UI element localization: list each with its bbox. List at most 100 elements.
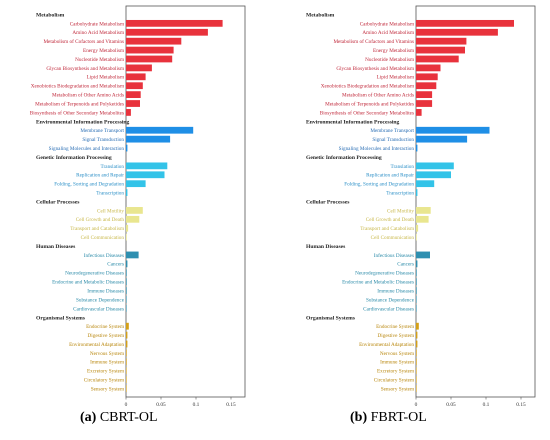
chart-b-bar-infectious-diseases <box>416 251 430 259</box>
chart-b-label-nervous-system: Nervous System <box>380 351 414 357</box>
chart-a-label-sensory-system: Sensory System <box>91 386 124 392</box>
chart-b-bar-metabolism-of-cofactors-and-vitamins <box>416 37 467 45</box>
chart-a-bar-cell-growth-and-death <box>126 215 140 223</box>
chart-b-bar-neurodegenerative-diseases <box>416 269 417 277</box>
chart-b-bar-cell-communication <box>416 233 417 241</box>
chart-a-bar-xenobiotics-biodegradation-and-metabolism <box>126 82 143 90</box>
chart-a-label-environmental-adaptation: Environmental Adaptation <box>69 342 124 348</box>
chart-b-bar-membrane-transport <box>416 126 490 134</box>
chart-b-label-metabolism-of-terpenoids-and-polyketides: Metabolism of Terpenoids and Polyketides <box>325 100 414 107</box>
chart-b-bar-cell-motility <box>416 207 431 214</box>
chart-b-label-digestive-system: Digestive System <box>378 333 414 339</box>
chart-a-label-immune-system: Immune System <box>90 360 124 366</box>
chart-b-bar-carbohydrate-metabolism <box>416 19 514 27</box>
chart-a-bar-excretory-system <box>126 367 127 375</box>
chart-b-label-transport-and-catabolism: Transport and Catabolism <box>360 226 414 232</box>
chart-a-bar-circulatory-system <box>126 376 127 384</box>
caption-b-text: FBRT-OL <box>367 410 427 425</box>
chart-b-label-biosynthesis-of-other-secondary-metabolites: Biosynthesis of Other Secondary Metaboli… <box>320 109 414 116</box>
chart-a-bar-environmental-adaptation <box>126 340 128 348</box>
chart-b-bar-environmental-adaptation <box>416 340 418 348</box>
caption-a: (a) CBRT-OL <box>80 410 158 426</box>
chart-a-xtick-label: 0.15 <box>226 402 236 408</box>
chart-b-label-xenobiotics-biodegradation-and-metabolism: Xenobiotics Biodegradation and Metabolis… <box>321 84 414 90</box>
chart-a-xtick-label: 0.1 <box>193 402 200 408</box>
chart-a-bar-cardiovascular-diseases <box>126 304 127 312</box>
chart-a-label-circulatory-system: Circulatory System <box>84 378 124 384</box>
chart-a-bar-cell-motility <box>126 207 143 214</box>
chart-b-label-immune-diseases: Immune Diseases <box>377 288 414 294</box>
chart-a-bar-amino-acid-metabolism <box>126 28 208 36</box>
chart-a-bar-carbohydrate-metabolism <box>126 19 223 27</box>
chart-a-bar-signaling-molecules-and-interaction <box>126 144 128 152</box>
chart-b-bar-metabolism-of-other-amino-acids <box>416 91 433 99</box>
chart-a-label-replication-and-repair: Replication and Repair <box>76 173 124 179</box>
chart-a-label-metabolism-of-cofactors-and-vitamins: Metabolism of Cofactors and Vitamins <box>43 38 124 45</box>
chart-b-bar-nervous-system <box>416 349 417 357</box>
chart-a-bar-infectious-diseases <box>126 251 139 259</box>
chart-a-bar-digestive-system <box>126 331 128 339</box>
chart-b-label-membrane-transport: Membrane Transport <box>370 128 414 134</box>
chart-a-xtick-label: 0.05 <box>156 402 166 408</box>
chart-a-bar-nucleotide-metabolism <box>126 55 173 63</box>
chart-b-bar-endocrine-and-metabolic-diseases <box>416 278 417 286</box>
chart-b-bar-immune-diseases <box>416 287 417 294</box>
chart-b-bar-digestive-system <box>416 331 418 339</box>
chart-b-label-energy-metabolism: Energy Metabolism <box>373 48 414 54</box>
chart-b-xtick-label: 0.05 <box>446 402 456 408</box>
chart-a-label-amino-acid-metabolism: Amino Acid Metabolism <box>72 30 124 36</box>
chart-a-group-genetic-information-processing: Genetic Information Processing <box>36 155 112 161</box>
chart-b-bar-endocrine-system <box>416 322 419 330</box>
chart-b: Metabolism Carbohydrate Metabolism Amino A… <box>306 5 536 408</box>
chart-b-label-signaling-molecules-and-interaction: Signaling Molecules and Interaction <box>339 146 415 152</box>
chart-b-label-translation: Translation <box>391 164 415 170</box>
chart-a-bar-transport-and-catabolism <box>126 224 129 232</box>
chart-a-bar-membrane-transport <box>126 126 194 134</box>
chart-b-label-carbohydrate-metabolism: Carbohydrate Metabolism <box>360 21 414 27</box>
chart-b-label-transcription: Transcription <box>386 190 414 196</box>
chart-a-bar-cell-communication <box>126 233 127 241</box>
chart-b-xtick-label: 0.1 <box>483 402 490 408</box>
chart-a-label-membrane-transport: Membrane Transport <box>80 128 124 134</box>
chart-a-bar-substance-dependence <box>126 296 127 303</box>
chart-b-bar-signal-transduction <box>416 135 468 143</box>
chart-a-bar-nervous-system <box>126 349 127 357</box>
chart-b-label-replication-and-repair: Replication and Repair <box>366 173 414 179</box>
chart-a-label-substance-dependence: Substance Dependence <box>76 297 125 303</box>
chart-a-bar-cancers <box>126 260 128 268</box>
chart-b-bar-amino-acid-metabolism <box>416 28 498 36</box>
chart-a-label-biosynthesis-of-other-secondary-metabolites: Biosynthesis of Other Secondary Metaboli… <box>30 109 124 116</box>
chart-a-label-nervous-system: Nervous System <box>90 351 124 357</box>
chart-a-bar-replication-and-repair <box>126 171 165 179</box>
chart-b-label-cardiovascular-diseases: Cardiovascular Diseases <box>363 306 414 312</box>
chart-b-bar-transport-and-catabolism <box>416 224 419 232</box>
chart-a-label-cancers: Cancers <box>107 262 124 268</box>
chart-b-group-cellular-processes: Cellular Processes <box>306 199 350 205</box>
chart-a-label-folding-sorting-and-degradation: Folding, Sorting and Degradation <box>54 182 124 188</box>
chart-a-group-cellular-processes: Cellular Processes <box>36 199 80 205</box>
chart-b-label-lipid-metabolism: Lipid Metabolism <box>377 75 414 81</box>
chart-a-bar-energy-metabolism <box>126 46 174 54</box>
chart-a-bar-endocrine-system <box>126 322 129 330</box>
chart-a-label-cell-growth-and-death: Cell Growth and Death <box>76 217 125 223</box>
chart-b-bar-nucleotide-metabolism <box>416 55 459 63</box>
chart-b-frame <box>415 5 536 398</box>
chart-b-group-human-diseases: Human Diseases <box>306 244 346 250</box>
chart-b-group-organismal-systems: Organismal Systems <box>306 315 356 321</box>
chart-b-label-infectious-diseases: Infectious Diseases <box>374 252 414 259</box>
chart-b-label-immune-system: Immune System <box>380 360 414 366</box>
caption-a-text: CBRT-OL <box>96 410 158 425</box>
chart-b-group-metabolism: Metabolism <box>306 12 335 18</box>
chart-a-label-carbohydrate-metabolism: Carbohydrate Metabolism <box>70 21 124 27</box>
chart-b-label-cell-communication: Cell Communication <box>371 235 415 241</box>
chart-a-label-translation: Translation <box>101 164 125 170</box>
chart-a-group-human-diseases: Human Diseases <box>36 244 76 250</box>
chart-b-label-endocrine-and-metabolic-diseases: Endocrine and Metabolic Diseases <box>342 280 414 286</box>
chart-a-bar-sensory-system <box>126 385 127 392</box>
chart-a-label-signal-transduction: Signal Transduction <box>82 137 124 143</box>
chart-a-bar-metabolism-of-other-amino-acids <box>126 91 141 99</box>
chart-a-label-transcription: Transcription <box>96 190 124 196</box>
chart-a: Metabolism Carbohydrate Metabolism Amino A… <box>30 5 246 408</box>
chart-b-bar-cell-growth-and-death <box>416 215 429 223</box>
chart-b-bar-energy-metabolism <box>416 46 465 54</box>
